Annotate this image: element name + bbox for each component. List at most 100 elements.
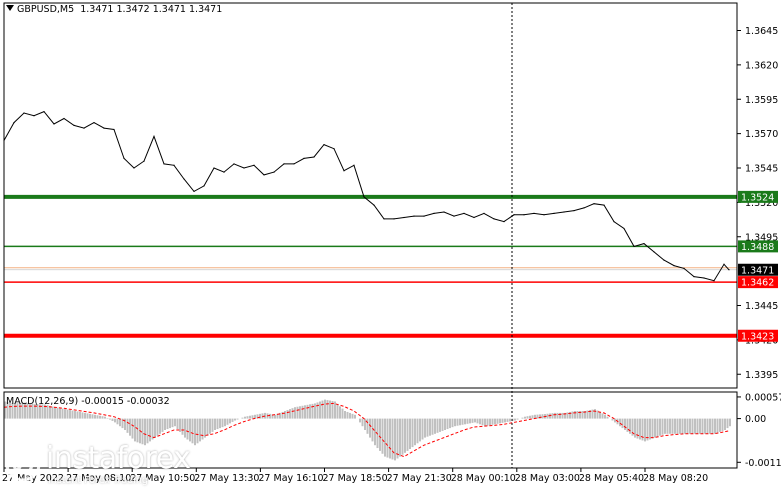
price-point [728,269,730,271]
price-point [663,259,665,261]
macd-histogram-bar [51,406,54,419]
macd-histogram-bar [26,403,29,419]
macd-histogram-bar [14,403,16,419]
logo-wordmark: instaforex [46,441,191,476]
macd-histogram-bar [569,411,571,419]
symbol-label: GBPUSD,M5 [17,4,75,15]
macd-histogram-bar [224,418,226,427]
macd-histogram-bar [94,414,96,419]
macd-histogram-bar [171,418,174,428]
price-point [433,212,435,214]
macd-pane-frame [3,391,738,469]
macd-histogram-bar [541,414,544,419]
macd-histogram-bar [369,418,371,438]
macd-histogram-bar [254,414,256,419]
macd-histogram-bar [416,418,419,444]
price-point [593,203,595,205]
macd-histogram-bar [141,418,144,445]
macd-histogram-bar [476,418,479,424]
time-tick-label: 27 May 10:50 [130,473,195,484]
macd-histogram-bar [119,418,121,427]
macd-histogram-bar [399,418,401,457]
macd-histogram-bar [44,404,46,419]
macd-histogram-bar [61,408,64,419]
price-point [173,164,175,166]
macd-histogram-bar [414,418,416,446]
macd-histogram-bar [466,418,469,424]
macd-histogram-bar [134,418,136,442]
macd-histogram-bar [276,413,279,419]
price-point [703,277,705,279]
macd-histogram-bar [471,418,474,423]
price-point [463,212,465,214]
macd-histogram-bar [209,418,211,434]
price-tick-label: 1.3620 [745,60,778,71]
level-tag-1.3462 [738,276,778,289]
macd-histogram-bar [336,403,339,419]
macd-histogram-bar [331,401,334,419]
macd-histogram-bar [104,416,106,419]
macd-histogram-bar [614,418,616,423]
macd-histogram-bar [101,416,104,419]
macd-histogram-bar [606,416,609,419]
macd-histogram-bar [454,418,456,427]
macd-histogram-bar [221,418,224,428]
macd-histogram-bar [686,418,689,434]
macd-histogram-bar [194,418,196,446]
price-point [363,196,365,198]
macd-histogram-bar [164,418,166,430]
macd-histogram-bar [696,418,699,434]
price-point [643,243,645,245]
macd-histogram-bar [401,418,404,455]
price-point [623,227,625,230]
macd-histogram-bar [46,405,49,419]
macd-histogram-bar [514,418,516,421]
price-point [353,164,355,166]
macd-histogram-bar [196,418,199,444]
time-tick-label: 28 May 00:10 [451,473,516,484]
price-point [713,280,715,282]
macd-histogram-bar [611,418,614,421]
macd-histogram-bar [131,418,134,439]
price-point [513,214,515,216]
price-point [413,215,415,217]
price-point [73,124,75,126]
macd-histogram-bar [359,418,361,423]
macd-histogram-bar [464,418,466,425]
macd-histogram-bar [446,418,449,430]
macd-header: MACD(12,26,9) -0.00015 -0.00032 [6,396,170,407]
macd-histogram-bar [589,410,591,419]
dropdown-triangle-icon[interactable] [6,5,14,11]
level-tag-label: 1.3524 [741,192,774,203]
time-tick-label: 27 May 21:30 [387,473,452,484]
macd-histogram-bar [34,404,36,419]
macd-histogram-bar [319,401,321,419]
macd-histogram-bar [506,418,509,422]
price-point [33,115,35,117]
macd-histogram-bar [546,413,549,419]
price-point [383,218,385,220]
macd-histogram-bar [711,418,714,434]
macd-histogram-bar [649,418,651,440]
macd-histogram-bar [449,418,451,429]
macd-histogram-bar [211,418,214,432]
macd-histogram-bar [729,418,731,427]
macd-histogram-bar [556,412,559,419]
macd-histogram-bar [551,413,554,419]
macd-histogram-bar [674,418,676,434]
macd-histogram-bar [306,404,309,419]
macd-histogram-bar [374,418,376,446]
macd-histogram-bar [494,418,496,425]
level-tag-1.3488 [738,240,778,253]
macd-pane[interactable] [3,399,731,461]
macd-histogram-bar [339,406,341,419]
macd-histogram-bar [381,418,384,454]
price-tick-label: 1.3445 [745,301,778,312]
macd-histogram-bar [591,409,594,419]
price-pane[interactable] [3,110,737,338]
time-tick-label: 27 May 08:10 [66,473,131,484]
time-tick-label: 27 May 13:30 [194,473,259,484]
macd-histogram-bar [629,418,631,434]
